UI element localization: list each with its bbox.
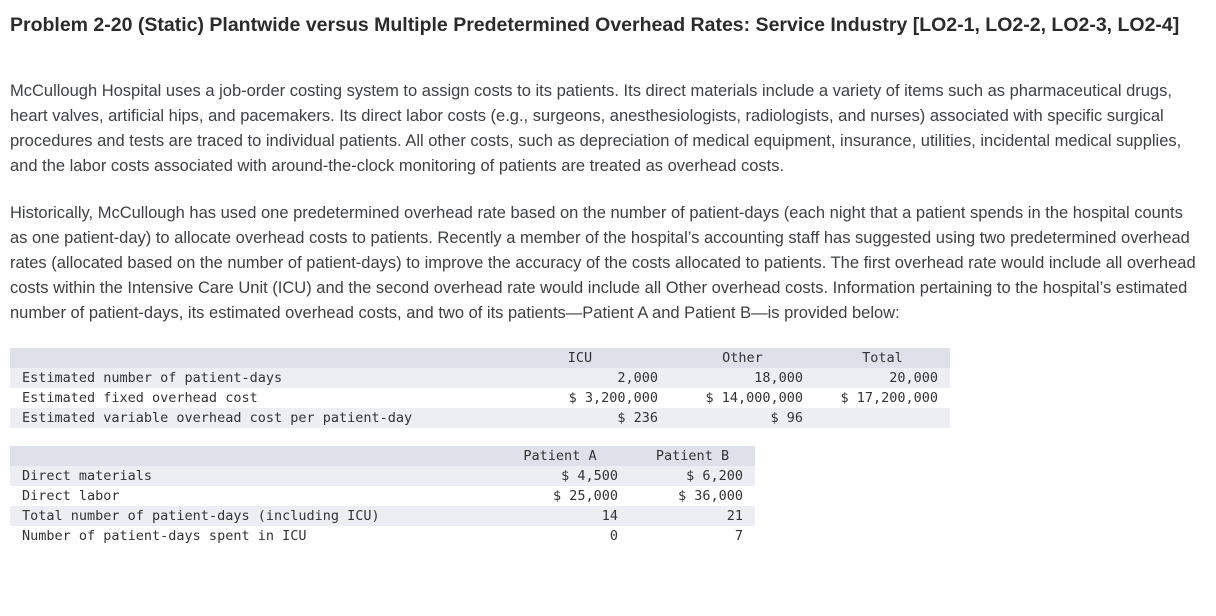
row-label: Estimated number of patient-days — [22, 369, 283, 386]
col-header-icu: ICU — [567, 349, 593, 366]
table-row-patient-days: Estimated number of patient-days 2,000 1… — [10, 368, 950, 389]
cell-patient-a: 0 — [609, 527, 618, 544]
col-header-other: Other — [722, 349, 763, 366]
cell-icu: $ 236 — [617, 409, 658, 426]
row-label: Number of patient-days spent in ICU — [22, 527, 307, 544]
row-label: Direct labor — [22, 487, 120, 504]
cell-patient-a: $ 4,500 — [561, 467, 618, 484]
table-row-direct-labor: Direct labor $ 25,000 $ 36,000 — [10, 486, 755, 507]
row-label: Estimated fixed overhead cost — [22, 389, 258, 406]
patient-blank-header-cell — [10, 446, 490, 466]
overhead-blank-header-cell — [10, 348, 490, 368]
overhead-rates-table: ICU Other Total Estimated number of pati… — [10, 348, 950, 429]
cell-patient-b: 21 — [726, 507, 743, 524]
overhead-table-header-row: ICU Other Total — [10, 348, 950, 369]
cell-total: $ 17,200,000 — [840, 389, 938, 406]
patient-costs-table: Patient A Patient B Direct materials $ 4… — [10, 446, 755, 547]
cell-icu: $ 3,200,000 — [568, 389, 658, 406]
intro-paragraph: McCullough Hospital uses a job-order cos… — [10, 82, 1182, 176]
row-label: Direct materials — [22, 467, 153, 484]
cell-other: $ 96 — [770, 409, 803, 426]
table-row-variable-overhead: Estimated variable overhead cost per pat… — [10, 408, 950, 429]
col-header-patient-a: Patient A — [523, 447, 597, 464]
cell-other: $ 14,000,000 — [705, 389, 803, 406]
col-header-total: Total — [862, 349, 903, 366]
cell-other: 18,000 — [754, 369, 803, 386]
row-label: Total number of patient-days (including … — [22, 507, 380, 524]
cell-patient-a: 14 — [601, 507, 618, 524]
col-header-patient-b: Patient B — [655, 447, 730, 464]
table-row-direct-materials: Direct materials $ 4,500 $ 6,200 — [10, 466, 755, 487]
cell-patient-b: $ 36,000 — [677, 487, 743, 504]
table-row-total-patient-days: Total number of patient-days (including … — [10, 506, 755, 527]
table-row-fixed-overhead: Estimated fixed overhead cost $ 3,200,00… — [10, 388, 950, 409]
cell-patient-b: $ 6,200 — [686, 467, 743, 484]
problem-page: Problem 2-20 (Static) Plantwide versus M… — [10, 14, 1196, 547]
problem-title: Problem 2-20 (Static) Plantwide versus M… — [10, 14, 1180, 36]
patient-table-header-row: Patient A Patient B — [10, 446, 755, 467]
cell-patient-b: 7 — [734, 527, 743, 544]
cell-total: 20,000 — [889, 369, 938, 386]
cell-icu: 2,000 — [617, 369, 658, 386]
cell-patient-a: $ 25,000 — [552, 487, 618, 504]
cell-total — [815, 408, 950, 428]
details-paragraph: Historically, McCullough has used one pr… — [10, 204, 1196, 323]
row-label: Estimated variable overhead cost per pat… — [22, 409, 413, 426]
table-row-icu-patient-days: Number of patient-days spent in ICU 0 7 — [10, 526, 755, 547]
